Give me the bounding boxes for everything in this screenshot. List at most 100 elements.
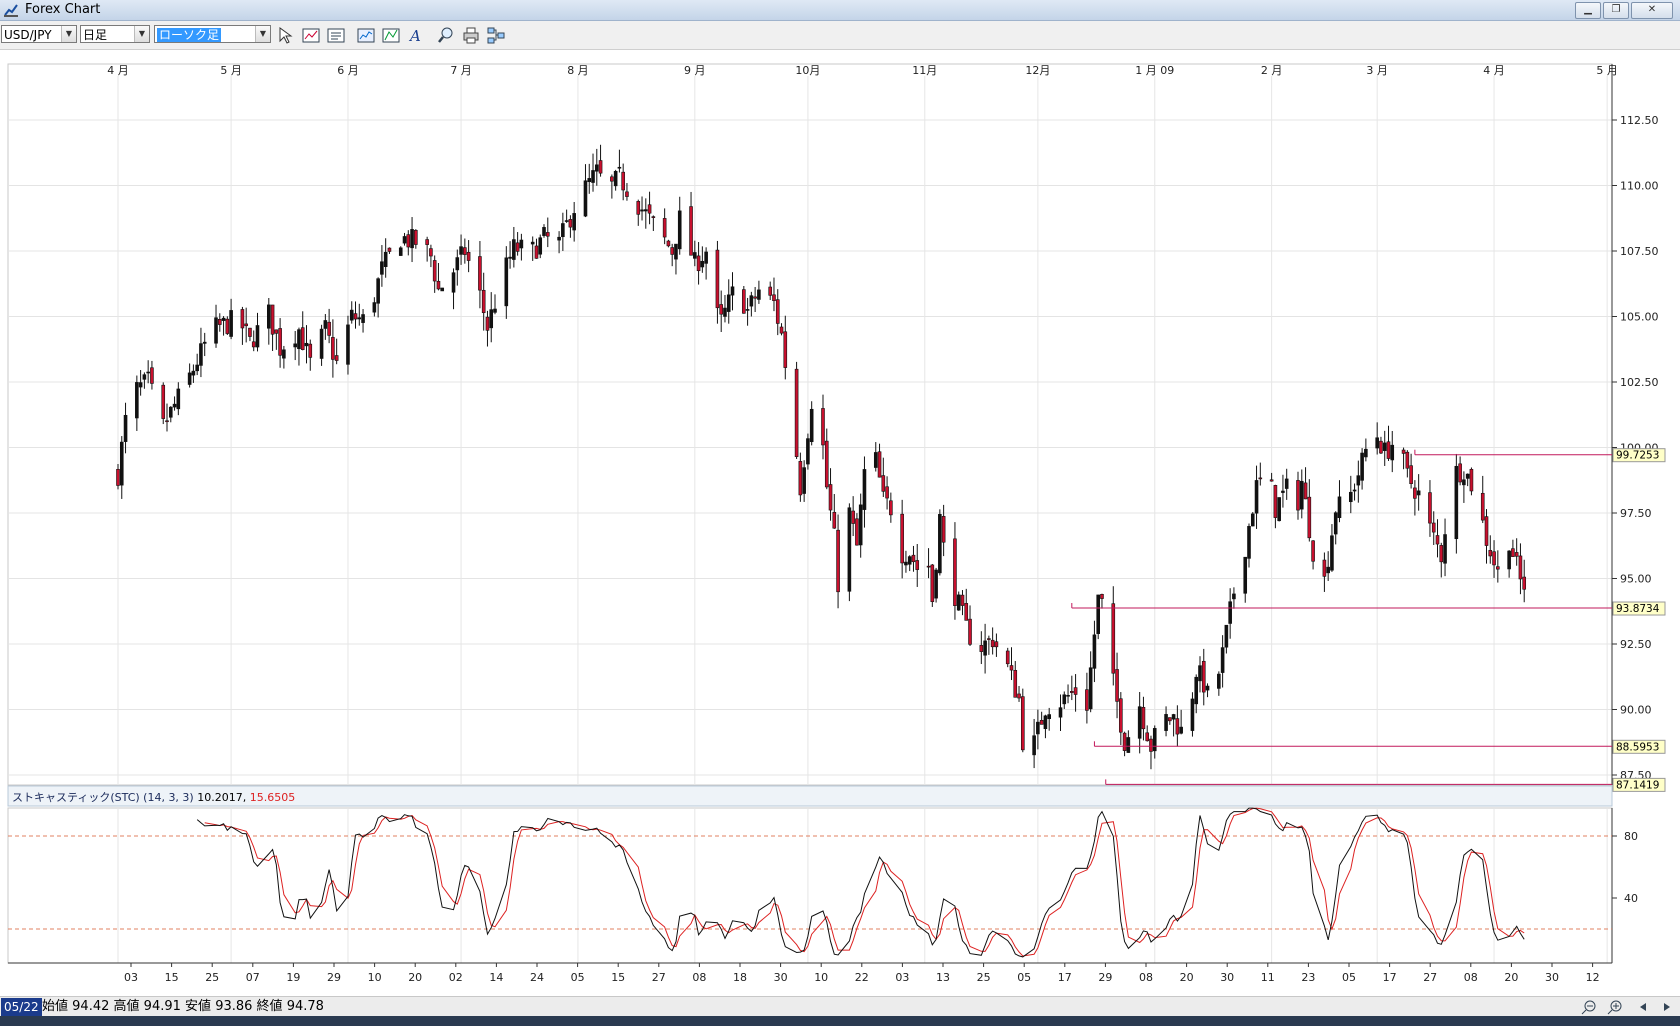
- candle-body: [274, 329, 279, 334]
- line-chart-icon[interactable]: [356, 25, 376, 45]
- date-label: 25: [205, 971, 219, 984]
- zoom-out-icon[interactable]: [1581, 1000, 1596, 1015]
- scroll-right-icon[interactable]: [1664, 1003, 1670, 1011]
- month-label: 4 月: [107, 64, 129, 77]
- settings-tree-icon[interactable]: [486, 25, 506, 45]
- date-label: 29: [327, 971, 341, 984]
- month-label: 8 月: [567, 64, 589, 77]
- candle-body: [481, 289, 486, 314]
- candle-body: [1462, 479, 1466, 486]
- month-label: 2 月: [1261, 64, 1283, 77]
- text-tool-icon[interactable]: A: [406, 25, 426, 45]
- zoom-search-icon[interactable]: [436, 25, 456, 45]
- candle-body: [191, 370, 196, 376]
- candle-body: [798, 461, 803, 496]
- candle-body: [297, 329, 301, 350]
- candle-body: [429, 248, 433, 257]
- candle-body: [1096, 594, 1100, 634]
- candle-body: [1122, 732, 1127, 751]
- candle-body: [248, 327, 252, 337]
- candle-body: [1062, 694, 1067, 705]
- candle-body: [463, 247, 467, 255]
- indicator-header: [7, 785, 1613, 807]
- high-value: 94.91: [143, 999, 181, 1014]
- candle-body: [572, 213, 576, 231]
- chart-type-select[interactable]: ローソク足 ▼: [154, 25, 271, 43]
- candle-body: [357, 317, 362, 320]
- candle-body: [199, 343, 203, 366]
- candle-body: [255, 325, 260, 348]
- chevron-down-icon: ▼: [61, 26, 76, 42]
- candle-body: [1201, 660, 1206, 693]
- candle-body: [1488, 550, 1493, 557]
- candle-body: [775, 299, 780, 324]
- candle-body: [1401, 449, 1406, 454]
- chart-window-icon[interactable]: [301, 25, 321, 45]
- candle-body: [1269, 479, 1274, 482]
- candle-body: [1145, 732, 1150, 742]
- date-label: 30: [1545, 971, 1559, 984]
- candle-body: [568, 219, 573, 228]
- list-window-icon[interactable]: [326, 25, 346, 45]
- price-level-label: 99.7253: [1616, 450, 1659, 462]
- pointer-icon[interactable]: [276, 25, 296, 45]
- candle-body: [1039, 719, 1044, 725]
- candle-body: [930, 564, 935, 603]
- candle-body: [1439, 545, 1444, 563]
- candle-body: [621, 171, 625, 191]
- candle-body: [730, 286, 735, 296]
- candle-body: [1311, 540, 1315, 562]
- date-label: 22: [855, 971, 869, 984]
- month-label: 5 月: [220, 64, 242, 77]
- candle-body: [150, 367, 154, 384]
- candle-body: [1296, 480, 1300, 511]
- candle-body: [512, 239, 516, 260]
- candle-body: [1322, 559, 1327, 577]
- date-label: 15: [165, 971, 179, 984]
- month-label: 5 月: [1596, 64, 1618, 77]
- minimize-button[interactable]: ▁: [1575, 2, 1601, 19]
- print-icon[interactable]: [461, 25, 481, 45]
- candle-body: [1247, 526, 1251, 559]
- candle-body: [1281, 490, 1285, 493]
- candle-body: [504, 257, 509, 307]
- candle-body: [994, 641, 999, 648]
- candle-body: [1413, 487, 1417, 499]
- candle-body: [911, 554, 916, 563]
- candle-body: [402, 236, 407, 244]
- chart-type-select-value: ローソク足: [157, 28, 222, 42]
- candle-body: [1375, 437, 1379, 449]
- candle-body: [587, 178, 592, 183]
- indicator-chart-icon[interactable]: [381, 25, 401, 45]
- candle-body: [934, 569, 938, 599]
- chart-area[interactable]: 112.50 110.00 107.50 105.00 102.50 100.00 97.5…: [0, 50, 1680, 996]
- candle-body: [225, 318, 230, 334]
- candle-body: [862, 469, 867, 510]
- candle-body: [165, 420, 169, 423]
- price-chart[interactable]: 112.50110.00107.50105.00102.50100.0097.5…: [0, 50, 1680, 996]
- price-level-label: 88.5953: [1616, 741, 1659, 753]
- symbol-select[interactable]: USD/JPY ▼: [1, 25, 77, 43]
- candle-body: [1149, 738, 1153, 752]
- date-label: 08: [692, 971, 706, 984]
- candle-body: [244, 323, 248, 327]
- candle-body: [361, 314, 365, 323]
- restore-button[interactable]: ❐: [1603, 2, 1629, 19]
- candle-body: [161, 384, 166, 419]
- scroll-left-icon[interactable]: [1640, 1003, 1646, 1011]
- date-label: 05: [571, 971, 585, 984]
- candle-body: [138, 382, 143, 388]
- restore-icon: ❐: [1611, 4, 1621, 15]
- date-label: 29: [1098, 971, 1112, 984]
- zoom-in-icon[interactable]: [1607, 1000, 1622, 1015]
- candle-body: [1194, 676, 1199, 705]
- candle-body: [1273, 485, 1278, 518]
- timeframe-select[interactable]: 日足 ▼: [80, 25, 150, 43]
- close-button[interactable]: ✕: [1631, 2, 1673, 19]
- candle-body: [135, 382, 139, 419]
- candle-body: [783, 331, 788, 368]
- candle-body: [723, 307, 727, 317]
- candle-body: [1250, 513, 1255, 527]
- candle-body: [689, 206, 693, 256]
- candle-body: [387, 247, 392, 252]
